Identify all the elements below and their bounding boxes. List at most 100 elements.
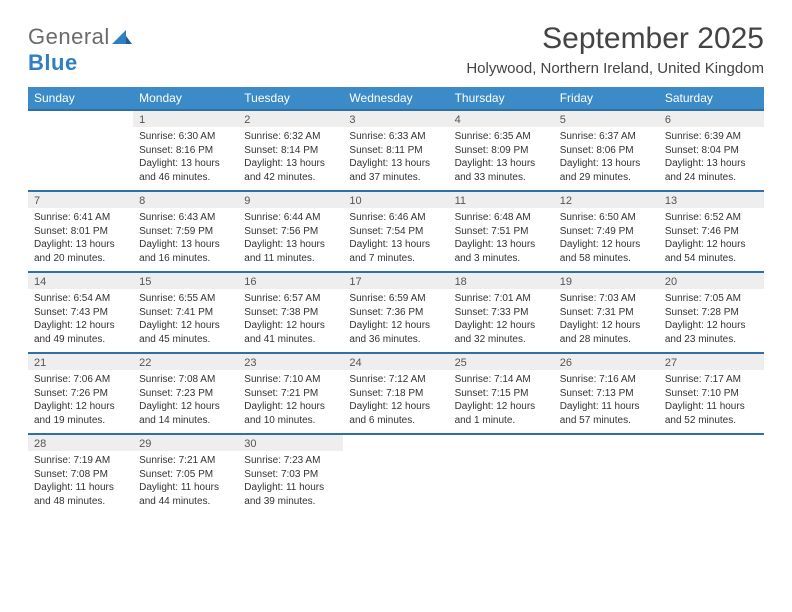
day-body bbox=[343, 451, 448, 505]
sunset-text: Sunset: 8:04 PM bbox=[665, 144, 758, 158]
day-body: Sunrise: 6:48 AMSunset: 7:51 PMDaylight:… bbox=[449, 208, 554, 271]
day-number-cell: 14 bbox=[28, 272, 133, 289]
day-number: 13 bbox=[659, 192, 764, 208]
day-header: Wednesday bbox=[343, 87, 448, 110]
day-body-cell: Sunrise: 6:50 AMSunset: 7:49 PMDaylight:… bbox=[554, 208, 659, 272]
day-number: 4 bbox=[449, 111, 554, 127]
day-body-cell: Sunrise: 6:37 AMSunset: 8:06 PMDaylight:… bbox=[554, 127, 659, 191]
sunset-text: Sunset: 8:11 PM bbox=[349, 144, 442, 158]
day-number-cell bbox=[28, 110, 133, 127]
sunrise-text: Sunrise: 7:19 AM bbox=[34, 454, 127, 468]
day-body-cell: Sunrise: 6:35 AMSunset: 8:09 PMDaylight:… bbox=[449, 127, 554, 191]
week-number-row: 78910111213 bbox=[28, 191, 764, 208]
day-number: 29 bbox=[133, 435, 238, 451]
sunset-text: Sunset: 7:23 PM bbox=[139, 387, 232, 401]
sunset-text: Sunset: 7:41 PM bbox=[139, 306, 232, 320]
day-body-cell: Sunrise: 6:39 AMSunset: 8:04 PMDaylight:… bbox=[659, 127, 764, 191]
day-number: 12 bbox=[554, 192, 659, 208]
day-header: Tuesday bbox=[238, 87, 343, 110]
day-number-cell: 12 bbox=[554, 191, 659, 208]
sunset-text: Sunset: 8:14 PM bbox=[244, 144, 337, 158]
daylight-text: Daylight: 12 hours and 58 minutes. bbox=[560, 238, 653, 265]
day-body-cell: Sunrise: 6:41 AMSunset: 8:01 PMDaylight:… bbox=[28, 208, 133, 272]
day-header: Friday bbox=[554, 87, 659, 110]
day-number: 2 bbox=[238, 111, 343, 127]
day-number: 16 bbox=[238, 273, 343, 289]
sunrise-text: Sunrise: 7:08 AM bbox=[139, 373, 232, 387]
day-number: 7 bbox=[28, 192, 133, 208]
sunset-text: Sunset: 7:28 PM bbox=[665, 306, 758, 320]
sunrise-text: Sunrise: 7:16 AM bbox=[560, 373, 653, 387]
sunset-text: Sunset: 7:49 PM bbox=[560, 225, 653, 239]
day-number bbox=[28, 111, 133, 127]
day-body-cell bbox=[554, 451, 659, 514]
sunrise-text: Sunrise: 7:05 AM bbox=[665, 292, 758, 306]
day-body-cell: Sunrise: 7:17 AMSunset: 7:10 PMDaylight:… bbox=[659, 370, 764, 434]
day-number: 5 bbox=[554, 111, 659, 127]
sunrise-text: Sunrise: 6:55 AM bbox=[139, 292, 232, 306]
sunset-text: Sunset: 7:59 PM bbox=[139, 225, 232, 239]
day-number: 25 bbox=[449, 354, 554, 370]
day-number-cell: 8 bbox=[133, 191, 238, 208]
daylight-text: Daylight: 13 hours and 42 minutes. bbox=[244, 157, 337, 184]
day-body bbox=[554, 451, 659, 505]
day-body-cell: Sunrise: 7:23 AMSunset: 7:03 PMDaylight:… bbox=[238, 451, 343, 514]
day-number-cell: 23 bbox=[238, 353, 343, 370]
day-body-cell: Sunrise: 7:21 AMSunset: 7:05 PMDaylight:… bbox=[133, 451, 238, 514]
day-number-cell: 29 bbox=[133, 434, 238, 451]
day-number-cell: 15 bbox=[133, 272, 238, 289]
calendar-table: Sunday Monday Tuesday Wednesday Thursday… bbox=[28, 87, 764, 514]
daylight-text: Daylight: 12 hours and 54 minutes. bbox=[665, 238, 758, 265]
week-number-row: 14151617181920 bbox=[28, 272, 764, 289]
sunrise-text: Sunrise: 7:23 AM bbox=[244, 454, 337, 468]
day-body: Sunrise: 6:50 AMSunset: 7:49 PMDaylight:… bbox=[554, 208, 659, 271]
day-number: 9 bbox=[238, 192, 343, 208]
daylight-text: Daylight: 12 hours and 14 minutes. bbox=[139, 400, 232, 427]
sunset-text: Sunset: 7:54 PM bbox=[349, 225, 442, 239]
week-number-row: 21222324252627 bbox=[28, 353, 764, 370]
day-body-cell bbox=[659, 451, 764, 514]
daylight-text: Daylight: 12 hours and 10 minutes. bbox=[244, 400, 337, 427]
day-number-cell: 27 bbox=[659, 353, 764, 370]
day-body-cell: Sunrise: 7:03 AMSunset: 7:31 PMDaylight:… bbox=[554, 289, 659, 353]
sunrise-text: Sunrise: 7:14 AM bbox=[455, 373, 548, 387]
day-number-cell: 18 bbox=[449, 272, 554, 289]
week-number-row: 282930 bbox=[28, 434, 764, 451]
daylight-text: Daylight: 12 hours and 23 minutes. bbox=[665, 319, 758, 346]
day-number-cell: 16 bbox=[238, 272, 343, 289]
sunrise-text: Sunrise: 6:50 AM bbox=[560, 211, 653, 225]
daylight-text: Daylight: 12 hours and 49 minutes. bbox=[34, 319, 127, 346]
daylight-text: Daylight: 13 hours and 16 minutes. bbox=[139, 238, 232, 265]
day-body-cell: Sunrise: 6:30 AMSunset: 8:16 PMDaylight:… bbox=[133, 127, 238, 191]
day-body-cell: Sunrise: 6:43 AMSunset: 7:59 PMDaylight:… bbox=[133, 208, 238, 272]
day-body: Sunrise: 6:44 AMSunset: 7:56 PMDaylight:… bbox=[238, 208, 343, 271]
day-number-cell: 25 bbox=[449, 353, 554, 370]
daylight-text: Daylight: 11 hours and 44 minutes. bbox=[139, 481, 232, 508]
day-number: 19 bbox=[554, 273, 659, 289]
day-number-cell bbox=[659, 434, 764, 451]
daylight-text: Daylight: 13 hours and 37 minutes. bbox=[349, 157, 442, 184]
day-number bbox=[343, 435, 448, 451]
day-body-cell: Sunrise: 7:19 AMSunset: 7:08 PMDaylight:… bbox=[28, 451, 133, 514]
day-number: 1 bbox=[133, 111, 238, 127]
daylight-text: Daylight: 12 hours and 28 minutes. bbox=[560, 319, 653, 346]
day-body: Sunrise: 6:30 AMSunset: 8:16 PMDaylight:… bbox=[133, 127, 238, 190]
sunset-text: Sunset: 7:26 PM bbox=[34, 387, 127, 401]
day-number: 21 bbox=[28, 354, 133, 370]
title-block: September 2025 Holywood, Northern Irelan… bbox=[466, 22, 764, 77]
day-body-cell: Sunrise: 6:48 AMSunset: 7:51 PMDaylight:… bbox=[449, 208, 554, 272]
day-number-cell: 2 bbox=[238, 110, 343, 127]
day-body-cell: Sunrise: 6:59 AMSunset: 7:36 PMDaylight:… bbox=[343, 289, 448, 353]
day-body-cell: Sunrise: 6:32 AMSunset: 8:14 PMDaylight:… bbox=[238, 127, 343, 191]
sunrise-text: Sunrise: 6:43 AM bbox=[139, 211, 232, 225]
day-number: 17 bbox=[343, 273, 448, 289]
day-body: Sunrise: 6:43 AMSunset: 7:59 PMDaylight:… bbox=[133, 208, 238, 271]
logo-text-blue: Blue bbox=[28, 50, 78, 75]
sunset-text: Sunset: 7:15 PM bbox=[455, 387, 548, 401]
logo-text-general: General bbox=[28, 24, 110, 49]
daylight-text: Daylight: 13 hours and 33 minutes. bbox=[455, 157, 548, 184]
logo: General Blue bbox=[28, 24, 132, 76]
day-header: Sunday bbox=[28, 87, 133, 110]
day-body-cell: Sunrise: 7:10 AMSunset: 7:21 PMDaylight:… bbox=[238, 370, 343, 434]
day-body: Sunrise: 7:19 AMSunset: 7:08 PMDaylight:… bbox=[28, 451, 133, 514]
